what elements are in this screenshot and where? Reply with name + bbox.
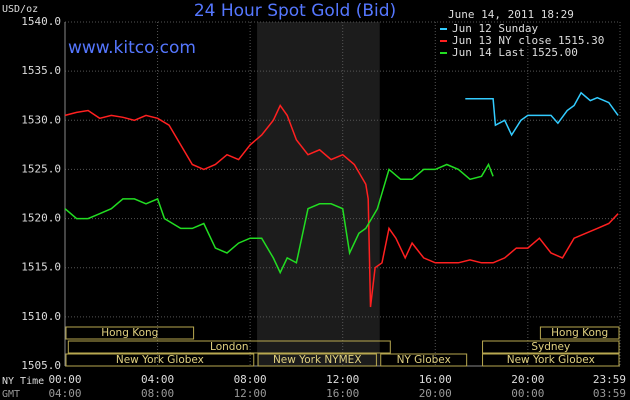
legend-label: Jun 14 Last 1525.00 [452,46,578,59]
session-box [380,353,468,367]
y-axis-label: USD/oz [2,4,38,15]
price-line [465,91,619,137]
x2-axis-label: GMT [2,389,20,400]
session-label: Hong Kong [101,327,158,339]
price-line [64,104,619,308]
y-tick-label: 1505.0 [21,359,61,372]
x-tick-label: 20:00 [511,373,544,386]
x-tick-label: 16:00 [419,373,452,386]
legend-label: Jun 13 NY close 1515.30 [452,34,604,47]
y-tick-label: 1535.0 [21,64,61,77]
session-label: New York NYMEX [273,354,362,366]
x-tick-label: 08:00 [234,373,267,386]
session-label: Hong Kong [551,327,608,339]
y-tick-label: 1510.0 [21,310,61,323]
price-line [64,162,494,275]
site-label: www.kitco.com [68,38,196,58]
session-label: New York Globex [116,354,204,366]
x-tick-label: 00:00 [48,373,81,386]
y-tick-label: 1515.0 [21,261,61,274]
x-tick-label: 23:59 [593,373,626,386]
y-tick-label: 1540.0 [21,15,61,28]
session-box [257,353,377,367]
timestamp: June 14, 2011 18:29 [448,8,574,21]
session-box [482,353,620,367]
session-box [67,340,391,354]
y-tick-label: 1520.0 [21,212,61,225]
session-box [65,326,195,340]
session-box [482,340,620,354]
highlight-band [257,22,380,366]
chart-title: 24 Hour Spot Gold (Bid) [194,1,396,21]
gmt-tick-label: 12:00 [234,387,267,400]
x-tick-label: 04:00 [141,373,174,386]
gmt-tick-label: 16:00 [326,387,359,400]
session-box [539,326,620,340]
session-label: NY Globex [397,354,451,366]
session-label: London [210,341,249,353]
gmt-tick-label: 03:59 [593,387,626,400]
gmt-tick-label: 08:00 [141,387,174,400]
y-tick-label: 1530.0 [21,113,61,126]
x-tick-label: 12:00 [326,373,359,386]
x-axis-label: NY Time [2,376,44,387]
gmt-tick-label: 04:00 [48,387,81,400]
legend-label: Jun 12 Sunday [452,22,538,35]
y-tick-label: 1525.0 [21,162,61,175]
gmt-tick-label: 00:00 [511,387,544,400]
session-label: Sydney [531,341,570,353]
gmt-tick-label: 20:00 [419,387,452,400]
session-box [65,353,255,367]
session-label: New York Globex [507,354,595,366]
